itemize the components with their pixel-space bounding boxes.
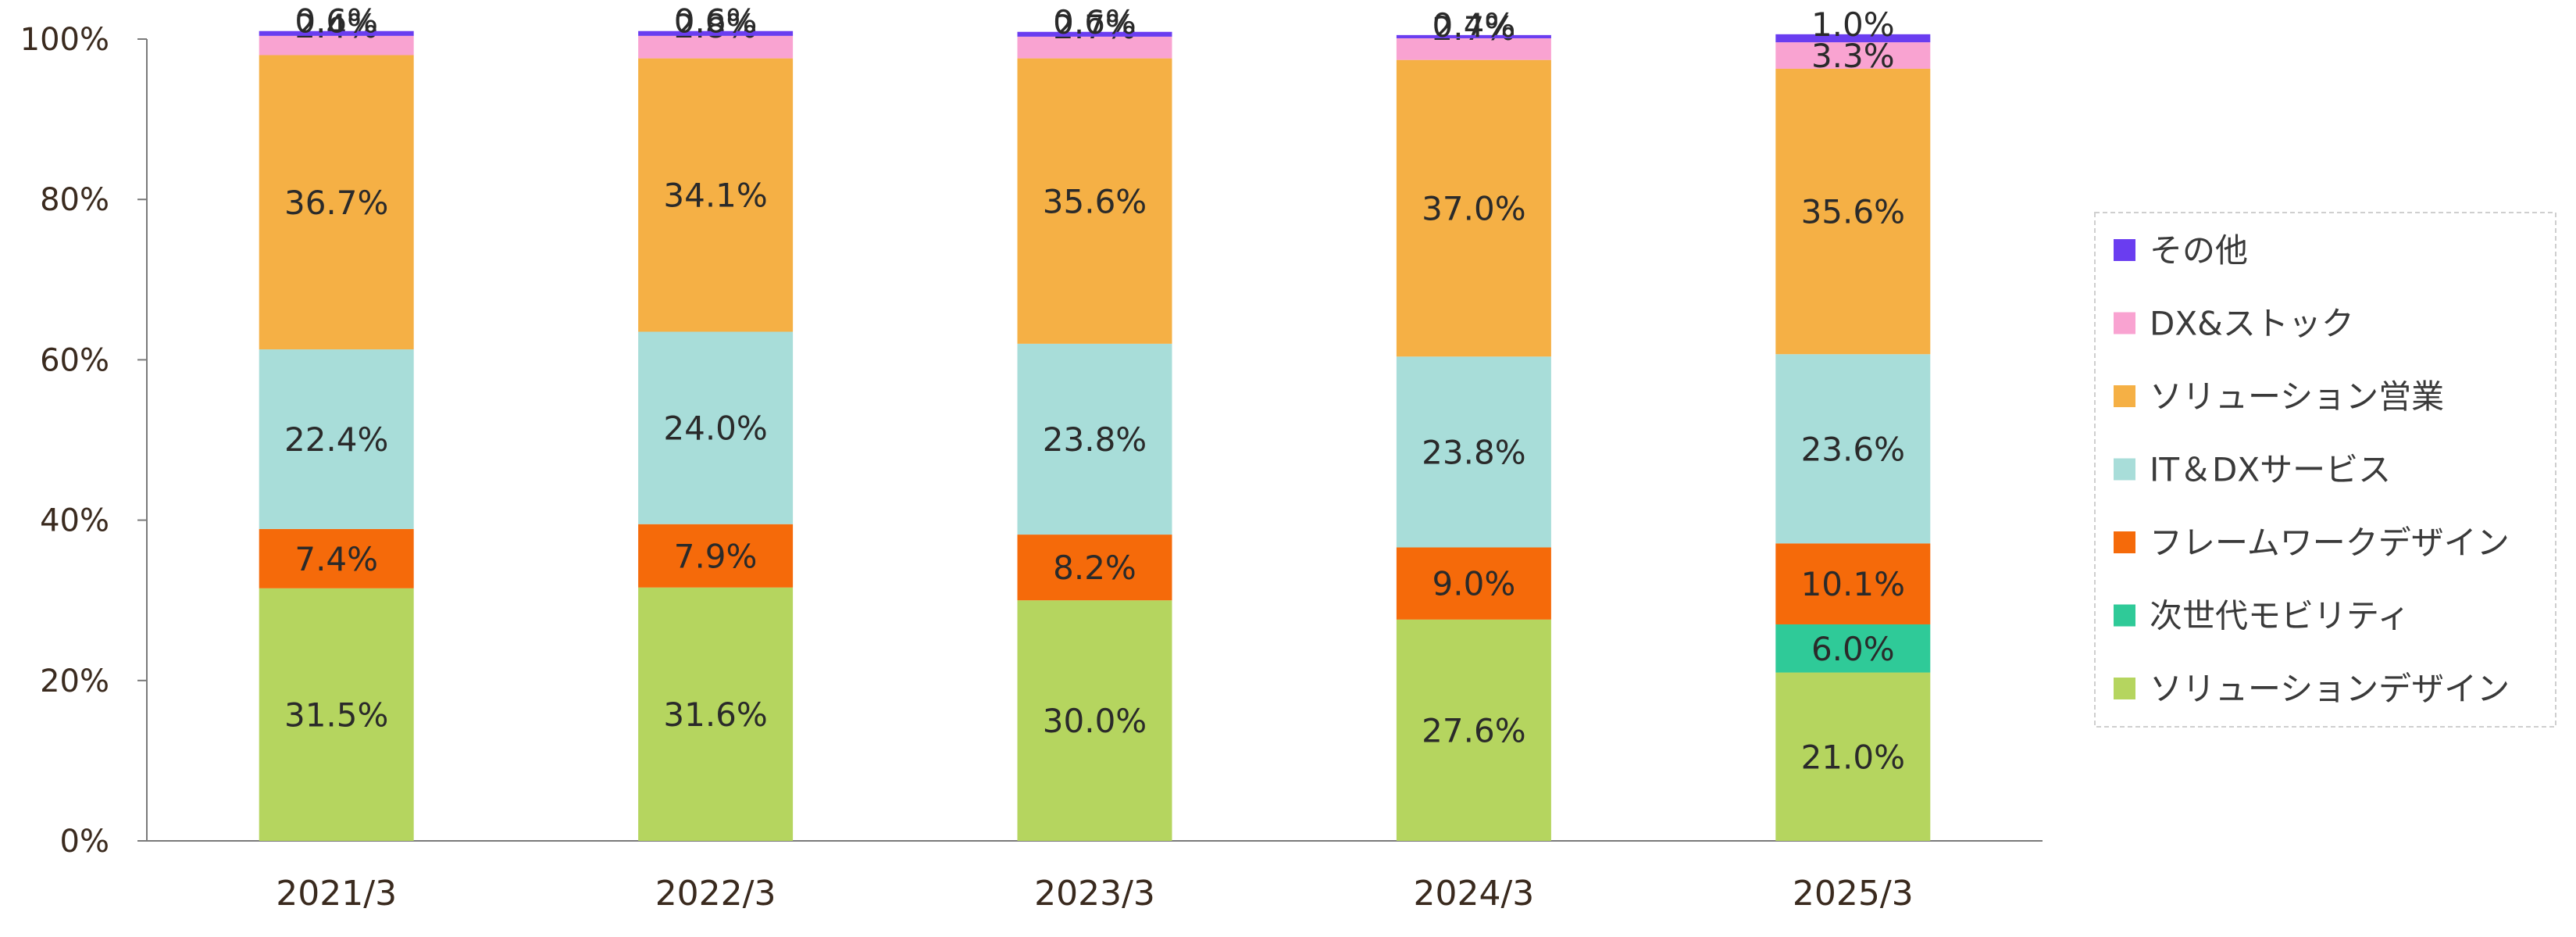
data-label: 0.6% [1053,3,1136,41]
y-tick-label: 100% [20,22,109,58]
data-label: 24.0% [663,409,767,448]
bar-segment [1017,36,1172,59]
bar-segment [1017,31,1172,37]
legend-swatch [2114,385,2135,407]
data-label: 3.3% [1811,37,1895,75]
y-tick-label: 60% [40,342,109,378]
bar-segment [1396,59,1551,357]
data-label: 7.9% [674,537,758,575]
data-label: 2.8% [674,7,758,45]
bar-segment [259,35,414,55]
bar-segment [1775,624,1931,673]
bar-segment [1396,38,1551,60]
bar-segment [638,30,794,36]
x-tick-label: 2025/3 [1793,874,1914,914]
legend-label: 次世代モビリティ [2150,597,2410,635]
y-tick-label: 40% [40,503,109,539]
legend-box [2094,212,2556,728]
bar-segment [1017,535,1172,601]
x-tick-label: 2023/3 [1034,874,1155,914]
data-label: 30.0% [1043,702,1147,740]
bar-segment [1396,547,1551,620]
data-label: 31.6% [663,696,767,734]
bar-segment [1775,354,1931,544]
data-label: 34.1% [663,177,767,215]
bar-segment [1775,42,1931,69]
data-label: 0.4% [1432,6,1516,45]
x-tick-label: 2021/3 [276,874,397,914]
data-label: 23.8% [1422,433,1525,471]
x-tick-label: 2022/3 [655,874,776,914]
bar-segment [638,331,794,524]
data-label: 36.7% [284,184,388,222]
bar-segment [638,587,794,841]
bar-segment [1396,356,1551,548]
data-label: 27.6% [1422,711,1525,749]
bar-segment [259,55,414,350]
bar-segment [1396,34,1551,38]
legend-swatch [2114,604,2135,627]
bar-segment [1017,600,1172,841]
data-label: 23.6% [1801,430,1905,468]
legend-swatch [2114,678,2135,699]
y-tick-label: 0% [60,824,109,860]
bar-segment [1017,58,1172,344]
data-label: 22.4% [284,420,388,459]
bar-segment [638,58,794,332]
bar-segment [1775,672,1931,841]
legend-label: IT＆DXサービス [2150,451,2391,489]
legend-swatch [2114,458,2135,481]
data-label: 31.5% [284,696,388,734]
data-label: 10.1% [1801,565,1905,603]
data-label: 6.0% [1811,630,1895,668]
bar-segment [259,528,414,588]
x-tick-label: 2024/3 [1414,874,1535,914]
data-label: 37.0% [1422,189,1525,227]
bar-segment [1775,68,1931,355]
data-label: 2.4% [294,7,378,45]
data-label: 1.0% [1811,5,1895,44]
bar-segment [1775,34,1931,43]
bar-segment [1396,619,1551,841]
data-label: 0.6% [674,2,758,41]
legend-label: DX&ストック [2150,305,2354,343]
data-label: 23.8% [1043,420,1147,459]
bar-segment [259,349,414,529]
y-tick-label: 80% [40,182,109,218]
bar-segment [638,524,794,588]
legend-swatch [2114,531,2135,553]
legend-label: その他 [2150,231,2248,270]
legend-swatch [2114,312,2135,334]
legend-label: ソリューション営業 [2150,377,2444,416]
data-label: 7.4% [294,540,378,578]
bar-segment [1017,343,1172,535]
legend-label: フレームワークデザイン [2150,524,2510,562]
data-label: 35.6% [1043,182,1147,220]
bar-segment [259,588,414,841]
legend-swatch [2114,239,2135,261]
data-label: 0.6% [294,2,378,41]
bar-segment [1775,543,1931,624]
data-label: 21.0% [1801,738,1905,776]
data-label: 2.7% [1053,8,1136,46]
data-label: 2.7% [1432,9,1516,48]
legend-label: ソリューションデザイン [2150,670,2510,708]
data-label: 9.0% [1432,565,1516,603]
data-label: 35.6% [1801,193,1905,231]
data-label: 8.2% [1053,549,1136,587]
y-tick-label: 20% [40,663,109,699]
bar-segment [259,30,414,36]
bar-segment [638,35,794,59]
